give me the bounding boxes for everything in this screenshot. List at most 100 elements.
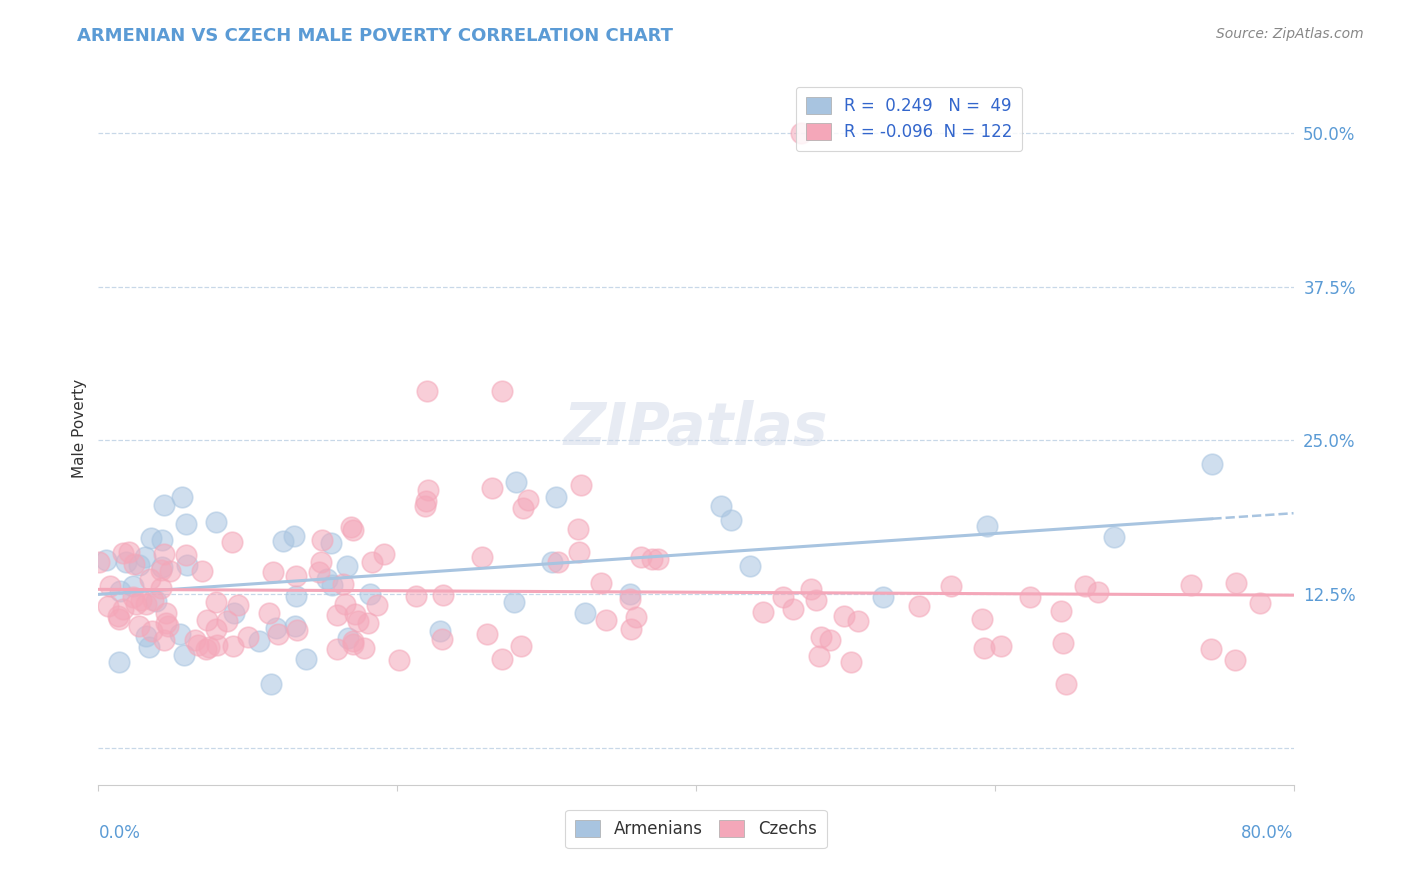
Point	[141, 624, 163, 638]
Point	[810, 630, 832, 644]
Text: ZIPatlas: ZIPatlas	[564, 400, 828, 457]
Point	[222, 640, 245, 654]
Point	[1074, 579, 1097, 593]
Point	[195, 613, 218, 627]
Point	[388, 653, 411, 667]
Point	[309, 555, 332, 569]
Point	[353, 640, 375, 655]
Point	[357, 616, 380, 631]
Point	[333, 597, 356, 611]
Point	[283, 529, 305, 543]
Point	[1019, 590, 1042, 604]
Point	[153, 633, 176, 648]
Point	[620, 622, 643, 636]
Point	[373, 547, 395, 561]
Point	[264, 621, 287, 635]
Point	[156, 619, 179, 633]
Point	[491, 384, 513, 399]
Point	[285, 623, 308, 637]
Point	[139, 531, 162, 545]
Point	[176, 558, 198, 572]
Point	[110, 584, 132, 599]
Point	[87, 555, 110, 569]
Point	[121, 579, 143, 593]
Point	[432, 632, 454, 646]
Point	[342, 523, 364, 537]
Point	[108, 612, 131, 626]
Point	[308, 565, 330, 579]
Point	[491, 652, 513, 666]
Point	[359, 587, 381, 601]
Point	[174, 548, 197, 562]
Point	[976, 518, 998, 533]
Point	[647, 551, 669, 566]
Point	[710, 499, 733, 513]
Point	[118, 545, 141, 559]
Point	[502, 595, 524, 609]
Point	[149, 581, 172, 595]
Point	[295, 651, 318, 665]
Point	[820, 632, 842, 647]
Point	[332, 577, 354, 591]
Point	[145, 593, 167, 607]
Point	[344, 607, 367, 621]
Point	[142, 593, 165, 607]
Point	[1199, 642, 1222, 657]
Point	[169, 627, 191, 641]
Point	[111, 602, 134, 616]
Point	[97, 599, 120, 613]
Point	[832, 608, 855, 623]
Point	[174, 516, 197, 531]
Point	[262, 565, 284, 579]
Point	[342, 637, 364, 651]
Point	[155, 606, 177, 620]
Point	[366, 598, 388, 612]
Point	[226, 598, 249, 612]
Point	[471, 550, 494, 565]
Point	[98, 578, 121, 592]
Point	[418, 483, 440, 498]
Point	[972, 612, 994, 626]
Point	[641, 552, 664, 566]
Point	[259, 677, 281, 691]
Point	[475, 627, 498, 641]
Point	[138, 572, 160, 586]
Point	[342, 634, 364, 648]
Point	[772, 590, 794, 604]
Point	[574, 607, 596, 621]
Y-axis label: Male Poverty: Male Poverty	[72, 378, 87, 478]
Point	[215, 614, 238, 628]
Point	[1225, 575, 1247, 590]
Legend: Armenians, Czechs: Armenians, Czechs	[565, 810, 827, 848]
Point	[259, 606, 281, 620]
Point	[205, 595, 228, 609]
Point	[205, 622, 228, 636]
Point	[541, 555, 564, 569]
Point	[872, 590, 894, 604]
Point	[591, 575, 613, 590]
Point	[170, 490, 193, 504]
Point	[128, 619, 150, 633]
Point	[311, 533, 333, 548]
Point	[1054, 676, 1077, 690]
Text: 0.0%: 0.0%	[98, 824, 141, 842]
Point	[509, 640, 531, 654]
Point	[135, 629, 157, 643]
Point	[316, 572, 339, 586]
Point	[481, 482, 503, 496]
Point	[1052, 636, 1074, 650]
Point	[1201, 457, 1223, 471]
Point	[1087, 584, 1109, 599]
Point	[1104, 530, 1126, 544]
Point	[319, 535, 342, 549]
Point	[198, 640, 221, 654]
Point	[1180, 577, 1202, 591]
Point	[630, 549, 652, 564]
Point	[204, 515, 226, 529]
Point	[800, 582, 823, 596]
Point	[149, 563, 172, 577]
Point	[271, 534, 294, 549]
Point	[150, 559, 173, 574]
Point	[941, 579, 963, 593]
Point	[122, 590, 145, 604]
